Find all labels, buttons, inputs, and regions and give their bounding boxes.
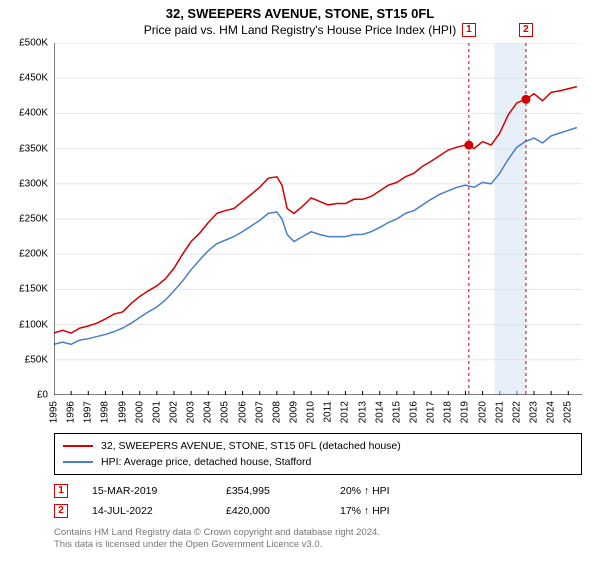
y-tick-label: £450K bbox=[19, 73, 48, 84]
sale-date: 14-JUL-2022 bbox=[92, 505, 202, 517]
x-tick-label: 2003 bbox=[186, 401, 197, 423]
legend-row: 32, SWEEPERS AVENUE, STONE, ST15 0FL (de… bbox=[63, 438, 573, 454]
sale-price: £354,995 bbox=[226, 485, 316, 497]
x-tick-label: 2011 bbox=[323, 401, 334, 423]
y-tick-label: £350K bbox=[19, 143, 48, 154]
x-tick-label: 2021 bbox=[494, 401, 505, 423]
x-tick-label: 2013 bbox=[357, 401, 368, 423]
x-tick-label: 2001 bbox=[151, 401, 162, 423]
x-tick-label: 2014 bbox=[374, 401, 385, 423]
x-tick-label: 2017 bbox=[426, 401, 437, 423]
x-tick-label: 2002 bbox=[169, 401, 180, 423]
x-tick-label: 1997 bbox=[83, 401, 94, 423]
x-tick-label: 2005 bbox=[220, 401, 231, 423]
x-tick-label: 2004 bbox=[203, 401, 214, 423]
y-tick-label: £150K bbox=[19, 284, 48, 295]
chart-footer: Contains HM Land Registry data © Crown c… bbox=[54, 527, 582, 552]
x-tick-label: 2019 bbox=[460, 401, 471, 423]
y-tick-label: £0 bbox=[37, 390, 48, 401]
x-tick-label: 1996 bbox=[66, 401, 77, 423]
x-tick-label: 2018 bbox=[443, 401, 454, 423]
chart-title: 32, SWEEPERS AVENUE, STONE, ST15 0FL bbox=[0, 6, 600, 21]
sale-marker-badge: 1 bbox=[462, 23, 476, 37]
x-tick-label: 2016 bbox=[409, 401, 420, 423]
x-tick-label: 2009 bbox=[289, 401, 300, 423]
y-tick-label: £50K bbox=[25, 354, 48, 365]
y-tick-label: £250K bbox=[19, 214, 48, 225]
legend-swatch bbox=[63, 445, 93, 447]
legend-swatch bbox=[63, 461, 93, 463]
chart-subtitle: Price paid vs. HM Land Registry's House … bbox=[0, 23, 600, 37]
y-tick-label: £100K bbox=[19, 319, 48, 330]
x-tick-label: 2020 bbox=[477, 401, 488, 423]
y-tick-label: £400K bbox=[19, 108, 48, 119]
x-tick-label: 2022 bbox=[511, 401, 522, 423]
sale-row: 2 14-JUL-2022 £420,000 17% ↑ HPI bbox=[54, 501, 582, 521]
sales-table: 1 15-MAR-2019 £354,995 20% ↑ HPI 2 14-JUL-202… bbox=[54, 481, 582, 521]
chart-svg bbox=[54, 43, 582, 395]
y-tick-label: £500K bbox=[19, 38, 48, 49]
x-tick-label: 2007 bbox=[254, 401, 265, 423]
chart-container: 32, SWEEPERS AVENUE, STONE, ST15 0FL Pri… bbox=[0, 6, 600, 566]
sale-badge: 2 bbox=[54, 504, 68, 518]
sale-delta: 20% ↑ HPI bbox=[340, 485, 390, 497]
y-tick-label: £300K bbox=[19, 178, 48, 189]
sale-row: 1 15-MAR-2019 £354,995 20% ↑ HPI bbox=[54, 481, 582, 501]
x-tick-label: 1998 bbox=[100, 401, 111, 423]
sale-date: 15-MAR-2019 bbox=[92, 485, 202, 497]
x-tick-label: 2012 bbox=[340, 401, 351, 423]
x-tick-label: 2015 bbox=[391, 401, 402, 423]
x-tick-label: 2008 bbox=[271, 401, 282, 423]
sale-badge: 1 bbox=[54, 484, 68, 498]
x-tick-label: 2006 bbox=[237, 401, 248, 423]
legend-row: HPI: Average price, detached house, Staf… bbox=[63, 454, 573, 470]
sale-delta: 17% ↑ HPI bbox=[340, 505, 390, 517]
x-tick-label: 2025 bbox=[563, 401, 574, 423]
chart-legend: 32, SWEEPERS AVENUE, STONE, ST15 0FL (de… bbox=[54, 433, 582, 475]
x-tick-label: 1995 bbox=[49, 401, 60, 423]
x-tick-label: 2000 bbox=[134, 401, 145, 423]
footer-line-1: Contains HM Land Registry data © Crown c… bbox=[54, 527, 582, 539]
x-tick-label: 2024 bbox=[546, 401, 557, 423]
chart-plot-area: £0£50K£100K£150K£200K£250K£300K£350K£400… bbox=[54, 43, 582, 395]
sale-price: £420,000 bbox=[226, 505, 316, 517]
sale-marker-badge: 2 bbox=[519, 23, 533, 37]
footer-line-2: This data is licensed under the Open Gov… bbox=[54, 539, 582, 551]
legend-label: HPI: Average price, detached house, Staf… bbox=[101, 456, 311, 468]
legend-label: 32, SWEEPERS AVENUE, STONE, ST15 0FL (de… bbox=[101, 440, 401, 452]
y-tick-label: £200K bbox=[19, 249, 48, 260]
x-tick-label: 1999 bbox=[117, 401, 128, 423]
x-tick-label: 2023 bbox=[529, 401, 540, 423]
x-tick-label: 2010 bbox=[306, 401, 317, 423]
